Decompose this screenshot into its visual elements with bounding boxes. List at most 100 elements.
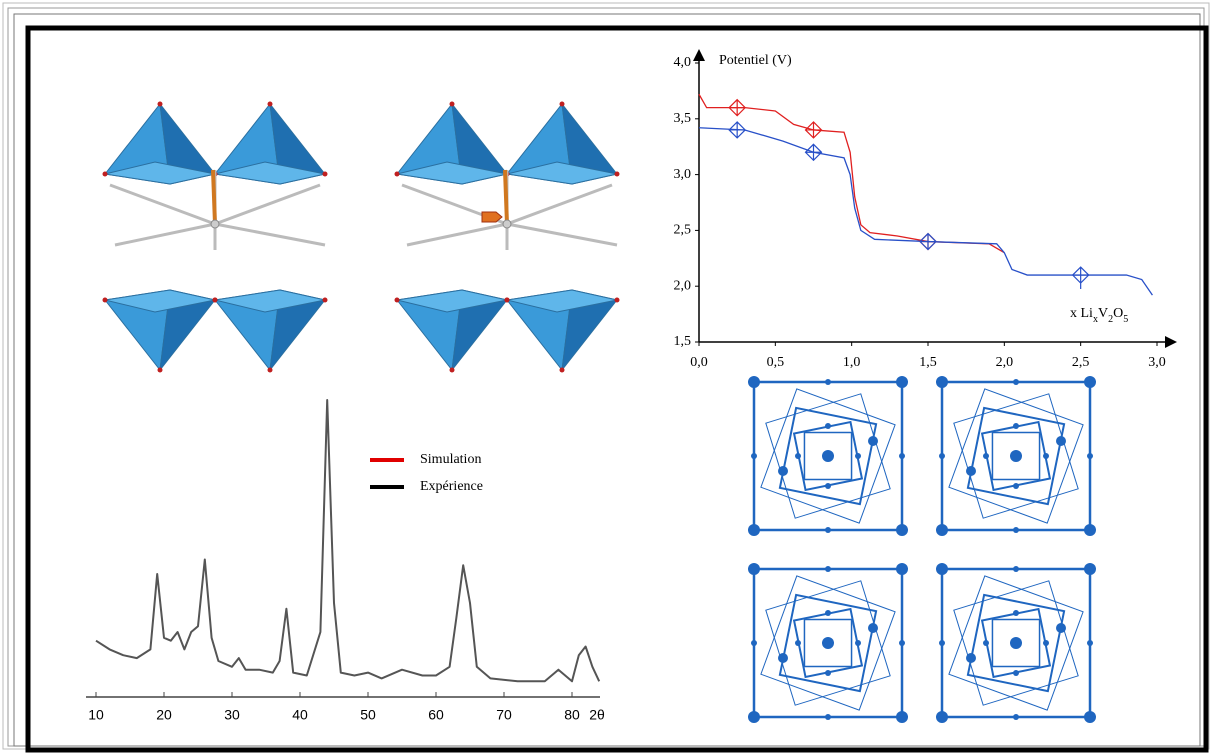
lattice-atom [1013, 714, 1019, 720]
atom [394, 297, 400, 303]
x-tick-label: 0,0 [690, 355, 708, 370]
lattice-atom [868, 623, 878, 633]
lattice-atom [748, 711, 760, 723]
lattice-atom [896, 711, 908, 723]
lattice-atom [936, 711, 948, 723]
lattice-atom [778, 466, 788, 476]
lattice-atom [936, 376, 948, 388]
y-tick-label: 2,5 [674, 223, 692, 238]
x-tick-label: 2,0 [996, 355, 1014, 370]
y-tick-label: 2,0 [674, 278, 692, 293]
lattice-atom [825, 483, 831, 489]
lattice-atom [825, 527, 831, 533]
y-tick-label: 3,0 [674, 167, 692, 182]
lattice-square [980, 607, 1052, 679]
lattice-atom [1013, 379, 1019, 385]
x-tick-label: 1,0 [843, 355, 861, 370]
lattice-atom [936, 563, 948, 575]
lattice-atom [825, 714, 831, 720]
lattice-atom [795, 453, 801, 459]
lattice-atom [1056, 623, 1066, 633]
lattice-square [792, 420, 864, 492]
x-tick-label: 80 [564, 707, 580, 723]
lattice-atom [1043, 453, 1049, 459]
x-tick-label: 10 [88, 707, 104, 723]
bond [503, 169, 509, 225]
bond [211, 169, 217, 225]
lattice-square [980, 420, 1052, 492]
lattice-atom [1010, 637, 1022, 649]
lattice-atom [822, 450, 834, 462]
lattice-square [803, 431, 853, 481]
lattice-atom [1056, 436, 1066, 446]
y-tick-label: 1,5 [674, 334, 692, 349]
lattice-square [765, 393, 891, 519]
lattice-square [760, 575, 896, 711]
atom [449, 101, 455, 107]
lattice-atom [1084, 524, 1096, 536]
lattice-atom [939, 640, 945, 646]
lattice-square [953, 580, 1079, 706]
lattice-square [792, 607, 864, 679]
lattice-atom [855, 453, 861, 459]
lattice-atom [966, 653, 976, 663]
lattice-atom [1010, 450, 1022, 462]
atom [504, 297, 510, 303]
lattice-atom [1084, 376, 1096, 388]
atom [502, 219, 512, 229]
lattice-atom [896, 524, 908, 536]
outer-frame [13, 13, 1201, 747]
lattice-square [760, 388, 896, 524]
lattice-atom [1084, 711, 1096, 723]
atom [559, 101, 565, 107]
arrow-icon [481, 211, 503, 223]
xrd-pattern [95, 399, 601, 683]
lattice-square [948, 575, 1084, 711]
lattice-atom [1087, 453, 1093, 459]
x-axis-label-part: 5 [1123, 314, 1128, 325]
x-tick-label: 2,5 [1072, 355, 1090, 370]
lattice-atom [1013, 566, 1019, 572]
atom [102, 297, 108, 303]
bond [109, 183, 216, 226]
lattice-square [778, 406, 878, 506]
x-tick-label: 1,5 [919, 355, 937, 370]
lattice-atom [748, 524, 760, 536]
y-tick-label: 4,0 [674, 55, 692, 70]
lattice-atom [825, 566, 831, 572]
x-tick-label: 40 [292, 707, 308, 723]
lattice-diagrams [748, 376, 1096, 723]
atom [394, 171, 400, 177]
atom [157, 367, 163, 373]
x-tick-label: 70 [496, 707, 512, 723]
lattice-square [966, 406, 1066, 506]
lattice-atom [896, 563, 908, 575]
lattice-atom [1013, 527, 1019, 533]
lattice-atom [966, 466, 976, 476]
y-tick-label: 3,5 [674, 111, 692, 126]
bond [506, 222, 618, 247]
frame [25, 25, 1209, 753]
bond [214, 183, 321, 226]
bond [114, 222, 216, 247]
atom [267, 101, 273, 107]
lattice-atom [1043, 640, 1049, 646]
lattice-square [953, 393, 1079, 519]
atom [210, 219, 220, 229]
lattice-atom [751, 453, 757, 459]
x-axis-label-part: V [1098, 306, 1108, 321]
atom [559, 367, 565, 373]
y-axis-label: Potentiel (V) [719, 53, 792, 68]
x-tick-label: 60 [428, 707, 444, 723]
lattice-atom [825, 610, 831, 616]
lattice-atom [899, 640, 905, 646]
atom [102, 171, 108, 177]
lattice-atom [822, 637, 834, 649]
atom [267, 367, 273, 373]
x-axis-label-part: 2 [1108, 314, 1113, 325]
bond [506, 183, 613, 226]
marker [919, 232, 937, 251]
lattice-atom [1013, 423, 1019, 429]
atom [449, 367, 455, 373]
